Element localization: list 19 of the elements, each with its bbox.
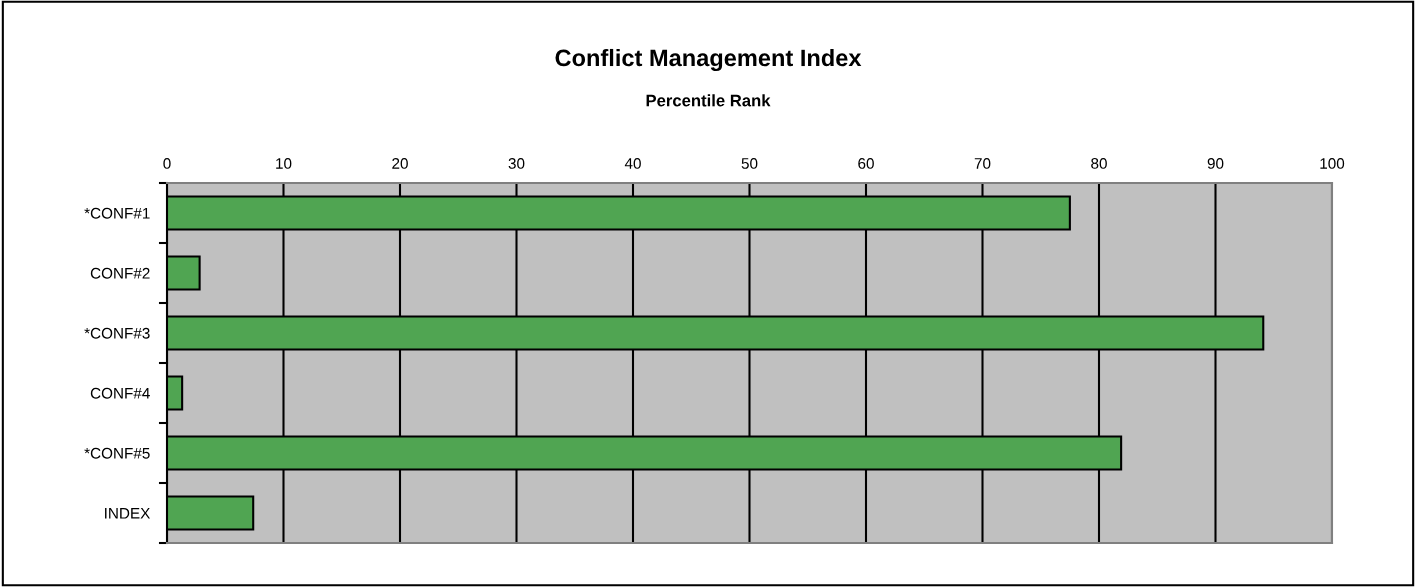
x-tick-label: 80 bbox=[1091, 158, 1107, 169]
y-tick-label: INDEX bbox=[105, 508, 151, 519]
y-tick-label: CONF#2 bbox=[90, 267, 150, 279]
x-tick-label: 40 bbox=[624, 158, 641, 169]
x-tick-label: 50 bbox=[741, 158, 758, 169]
y-tick-label: *CONF#1 bbox=[84, 207, 150, 219]
x-tick-label: 10 bbox=[276, 158, 292, 169]
x-tick-label: 60 bbox=[858, 158, 874, 169]
x-tick-label: 0 bbox=[163, 158, 171, 169]
chart-title: Conflict Management Index bbox=[555, 48, 862, 72]
x-tick-label: 20 bbox=[392, 158, 408, 169]
y-tick-label: *CONF#5 bbox=[84, 447, 150, 459]
x-tick-label: 30 bbox=[508, 158, 525, 169]
x-tick-label: 100 bbox=[1320, 158, 1345, 169]
x-tick-label: 70 bbox=[974, 158, 991, 169]
x-tick-label: 90 bbox=[1207, 158, 1224, 169]
chart-subtitle: Percentile Rank bbox=[646, 94, 771, 107]
y-tick-label: CONF#4 bbox=[90, 387, 150, 399]
y-tick-label: *CONF#3 bbox=[84, 327, 150, 339]
